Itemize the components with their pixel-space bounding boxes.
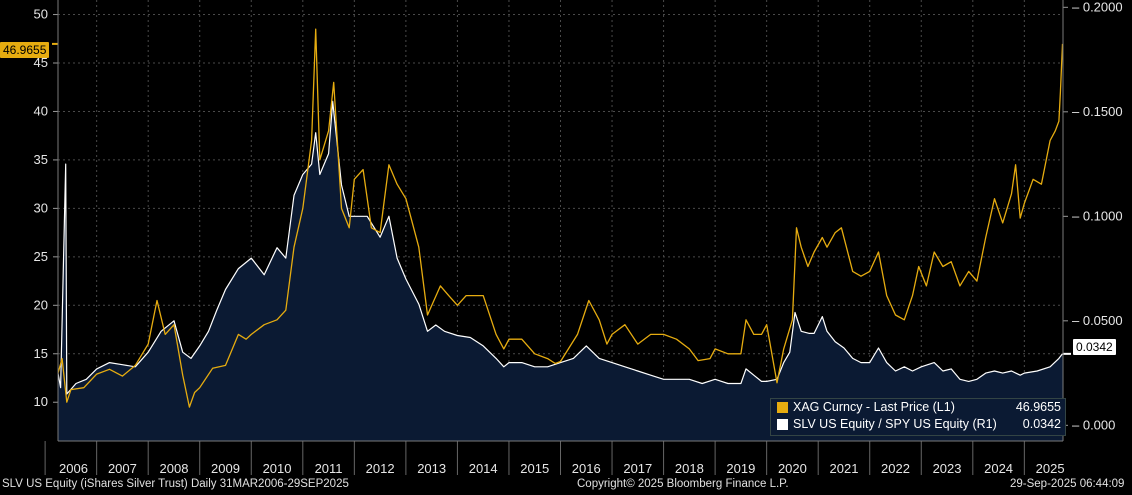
left-axis: 10 15 20 25 30 35 40 45 50 [34, 7, 58, 409]
footer-timestamp: 29-Sep-2025 06:44:09 [1010, 478, 1125, 490]
right-axis: – 0.000 – 0.0500 – 0.1000 – 0.1500 – 0.2000 [1063, 0, 1123, 432]
x-tick-label-2021: 2021 [830, 461, 859, 476]
left-tick-label-50: 50 [34, 7, 48, 22]
left-last-value-tag: 46.9655 [0, 42, 50, 58]
right-tick-label-0.1000: – 0.1000 [1072, 208, 1123, 223]
right-tick-label-0.2000: – 0.2000 [1072, 0, 1123, 14]
x-tick-label-2013: 2013 [417, 461, 446, 476]
x-axis: 2006 2007 2008 2009 2010 2011 2012 2013 2014 2015… [44, 441, 1065, 476]
x-tick-label-2016: 2016 [572, 461, 601, 476]
legend: XAG Curncy - Last Price (L1) 46.9655 SLV… [770, 398, 1066, 436]
x-tick-label-2022: 2022 [881, 461, 910, 476]
left-tick-label-45: 45 [34, 55, 48, 70]
x-tick-label-2014: 2014 [469, 461, 498, 476]
left-tick-label-15: 15 [34, 346, 48, 361]
x-tick-label-2018: 2018 [675, 461, 704, 476]
xag-series-line [57, 28, 1064, 408]
left-tick-label-30: 30 [34, 200, 48, 215]
legend-value-xag: 46.9655 [1015, 400, 1061, 414]
x-tick-label-2020: 2020 [778, 461, 807, 476]
left-tick-label-20: 20 [34, 297, 48, 312]
x-tick-label-2007: 2007 [108, 461, 137, 476]
footer-copyright: Copyright© 2025 Bloomberg Finance L.P. [577, 478, 789, 490]
x-tick-label-2011: 2011 [315, 461, 343, 476]
legend-label-xag: XAG Curncy - Last Price (L1) [793, 400, 955, 414]
left-tick-label-35: 35 [34, 152, 48, 167]
x-tick-label-2012: 2012 [366, 461, 395, 476]
ratio-series-line [57, 100, 1063, 395]
ratio-area-fill [58, 101, 1063, 442]
left-tick-label-25: 25 [34, 249, 48, 264]
legend-swatch-xag [777, 402, 788, 413]
left-tick-label-40: 40 [34, 103, 48, 118]
grid-lines [58, 0, 1063, 441]
footer-security: SLV US Equity (iShares Silver Trust) Dai… [2, 478, 349, 490]
x-tick-label-2008: 2008 [160, 461, 189, 476]
legend-item-ratio: SLV US Equity / SPY US Equity (R1) 0.034… [771, 416, 1065, 433]
x-tick-label-2024: 2024 [984, 461, 1013, 476]
ratio-area [58, 101, 1063, 442]
x-tick-label-2009: 2009 [211, 461, 240, 476]
x-tick-label-2006: 2006 [59, 461, 88, 476]
x-tick-label-2010: 2010 [263, 461, 292, 476]
right-last-value-tag: 0.0342 [1073, 339, 1116, 355]
x-tick-label-2015: 2015 [520, 461, 549, 476]
x-tick-label-2023: 2023 [933, 461, 962, 476]
legend-item-xag: XAG Curncy - Last Price (L1) 46.9655 [771, 399, 1065, 416]
right-tick-label-0.0500: – 0.0500 [1072, 313, 1123, 328]
series-lines [57, 28, 1064, 408]
legend-value-ratio: 0.0342 [1022, 417, 1061, 431]
legend-label-ratio: SLV US Equity / SPY US Equity (R1) [793, 417, 997, 431]
legend-swatch-ratio [777, 419, 788, 430]
left-tick-label-10: 10 [34, 394, 48, 409]
x-tick-label-2019: 2019 [726, 461, 755, 476]
x-tick-label-2017: 2017 [623, 461, 652, 476]
right-tick-label-0.000: – 0.000 [1072, 417, 1115, 432]
right-tick-label-0.1500: – 0.1500 [1072, 104, 1123, 119]
x-tick-label-2025: 2025 [1036, 461, 1065, 476]
